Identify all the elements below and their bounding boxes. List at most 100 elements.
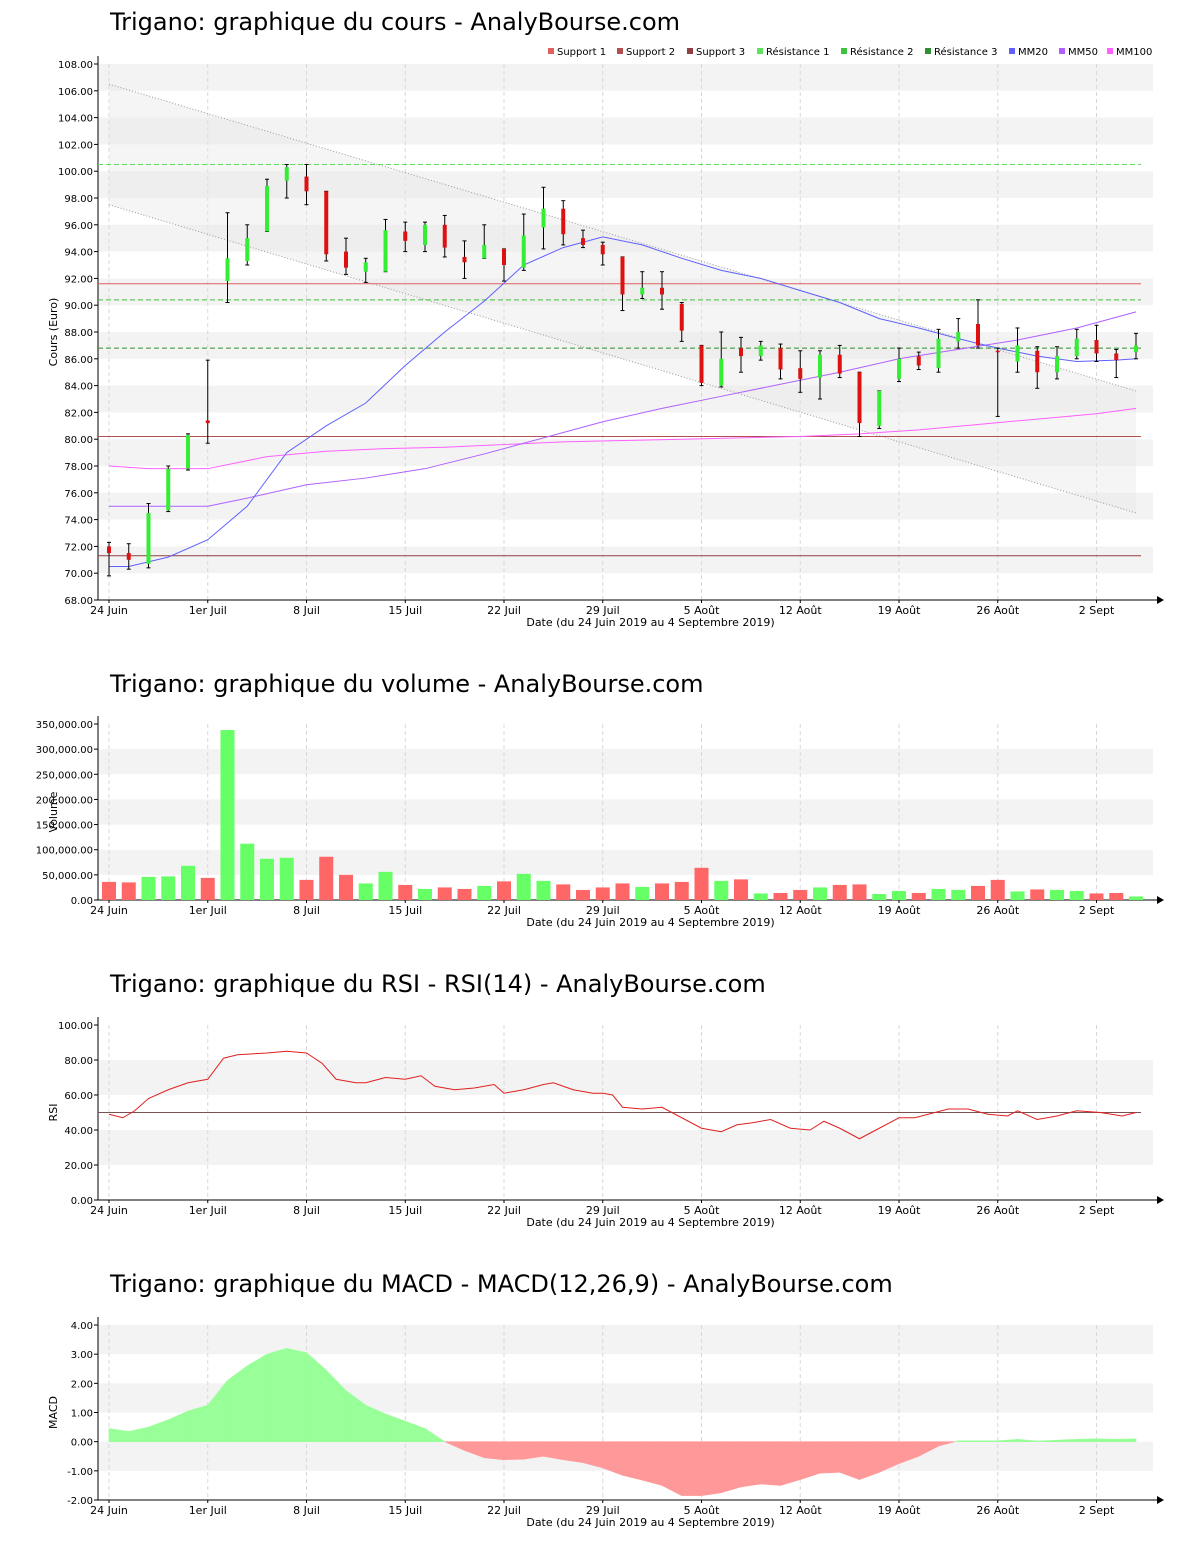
macd-xtick-label: 5 Août <box>684 1504 721 1517</box>
price-ytick-label: 98.00 <box>64 194 93 205</box>
price-ytick-label: 108.00 <box>58 60 93 71</box>
rsi-ytick-label: 100.00 <box>58 1021 93 1032</box>
volume-xtick-label: 15 Juil <box>388 904 422 917</box>
macd-positive-area <box>997 1439 1018 1442</box>
candle-body <box>778 348 783 370</box>
volume-bar <box>813 887 827 900</box>
macd-ytick-label: 0.00 <box>71 1438 93 1449</box>
volume-bar <box>457 888 472 900</box>
macd-negative-area <box>799 1441 821 1480</box>
macd-positive-area <box>167 1410 189 1442</box>
price-ytick-label: 68.00 <box>64 596 93 607</box>
candle-body <box>521 235 526 268</box>
macd-xtick-label: 8 Juil <box>293 1504 320 1517</box>
price-xtick-label: 15 Juil <box>388 604 422 617</box>
candle-body <box>995 350 1000 353</box>
volume-bar <box>1030 889 1045 900</box>
volume-bar <box>1089 893 1104 900</box>
candle-body <box>897 358 901 379</box>
candle-body <box>561 208 566 235</box>
candle-body <box>186 435 190 469</box>
legend-label: Support 3 <box>696 47 745 58</box>
price-x-arrow <box>1157 596 1164 604</box>
macd-ytick-label: 2.00 <box>71 1379 93 1390</box>
rsi-y-axis-label: RSI <box>47 1104 60 1122</box>
price-xtick-label: 12 Août <box>779 604 823 617</box>
macd-positive-area <box>325 1369 347 1442</box>
volume-bar <box>220 730 235 900</box>
volume-xtick-label: 19 Août <box>878 904 922 917</box>
candle-body <box>640 287 645 295</box>
volume-bar <box>655 883 669 900</box>
macd-positive-area <box>246 1353 268 1442</box>
macd-negative-area <box>543 1441 564 1461</box>
candle-body <box>956 332 961 342</box>
rsi-band <box>98 1060 1153 1095</box>
rsi-xtick-label: 22 Juil <box>487 1204 521 1217</box>
macd-positive-area <box>148 1419 169 1442</box>
legend-swatch <box>925 48 931 54</box>
macd-negative-area <box>760 1441 781 1486</box>
rsi-xtick-label: 29 Juil <box>586 1204 620 1217</box>
price-ytick-label: 76.00 <box>64 489 93 500</box>
volume-bar <box>516 873 531 900</box>
price-ytick-label: 72.00 <box>64 542 93 553</box>
legend-label: Résistance 3 <box>934 46 997 58</box>
price-band <box>98 117 1153 145</box>
macd-negative-area <box>859 1441 880 1481</box>
volume-bar <box>339 874 353 900</box>
candle-body <box>1094 340 1099 354</box>
price-band <box>98 492 1153 520</box>
macd-positive-area <box>187 1404 209 1442</box>
price-ytick-label: 100.00 <box>58 167 93 178</box>
candle-body <box>916 356 921 366</box>
candle-body <box>146 512 151 564</box>
candle-body <box>383 230 388 272</box>
macd-positive-area <box>306 1352 327 1442</box>
macd-positive-area <box>108 1428 130 1442</box>
macd-ytick-label: -1.00 <box>67 1467 93 1478</box>
macd-negative-area <box>720 1441 742 1494</box>
price-xtick-label: 5 Août <box>684 604 721 617</box>
macd-positive-area <box>1096 1438 1117 1442</box>
volume-bar <box>793 889 808 900</box>
rsi-ytick-label: 60.00 <box>64 1091 93 1102</box>
rsi-xtick-label: 19 Août <box>878 1204 922 1217</box>
rsi-xtick-label: 1er Juil <box>189 1204 227 1217</box>
volume-xtick-label: 2 Sept <box>1079 904 1115 917</box>
volume-ytick-label: 50,000.00 <box>42 871 93 882</box>
volume-xtick-label: 29 Juil <box>586 904 620 917</box>
macd-xtick-label: 26 Août <box>976 1504 1020 1517</box>
macd-positive-area <box>404 1420 426 1442</box>
price-ytick-label: 70.00 <box>64 569 93 580</box>
legend-label: MM20 <box>1018 47 1048 58</box>
volume-bar <box>576 889 590 900</box>
candle-body <box>245 238 250 261</box>
candle-body <box>857 372 862 424</box>
legend-swatch <box>1107 48 1113 54</box>
price-ytick-label: 104.00 <box>58 114 93 125</box>
rsi-xtick-label: 26 Août <box>976 1204 1020 1217</box>
volume-band <box>98 799 1153 825</box>
volume-ytick-label: 0.00 <box>71 896 93 907</box>
volume-bar <box>536 880 551 900</box>
candle-body <box>620 256 625 295</box>
candle-body <box>166 468 171 511</box>
volume-x-axis-label: Date (du 24 Juin 2019 au 4 Septembre 201… <box>526 916 774 929</box>
rsi-line <box>108 1050 1137 1140</box>
volume-bar <box>378 871 393 900</box>
volume-bar <box>1109 892 1124 900</box>
volume-bar <box>299 879 314 900</box>
rsi-xtick-label: 15 Juil <box>388 1204 422 1217</box>
macd-y-axis-label: MACD <box>47 1396 60 1429</box>
price-band <box>98 278 1153 306</box>
candle-body <box>1035 350 1040 373</box>
volume-bar <box>240 843 255 900</box>
macd-xtick-label: 1er Juil <box>189 1504 227 1517</box>
volume-band <box>98 749 1153 775</box>
volume-bar <box>951 889 966 900</box>
macd-xtick-label: 29 Juil <box>586 1504 620 1517</box>
macd-ytick-label: 4.00 <box>71 1321 93 1332</box>
macd-negative-area <box>819 1441 841 1474</box>
